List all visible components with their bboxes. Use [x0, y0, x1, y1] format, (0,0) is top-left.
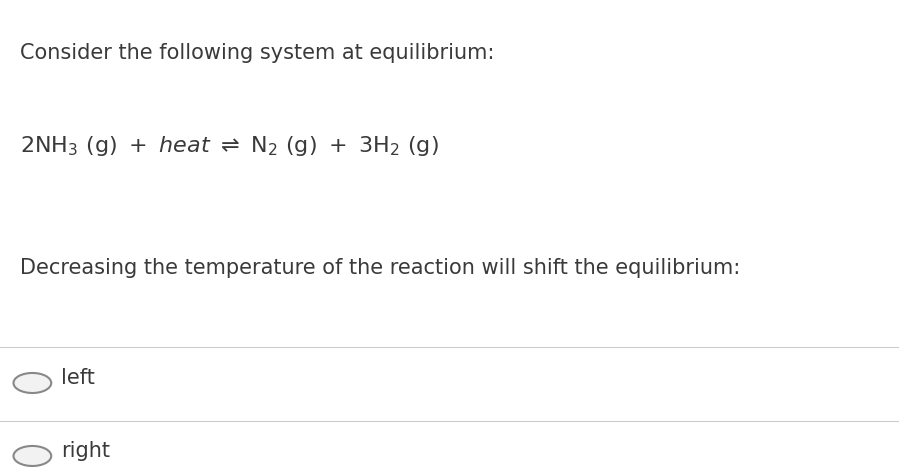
Circle shape: [14, 446, 52, 466]
Text: right: right: [61, 440, 111, 460]
Text: left: left: [61, 367, 95, 387]
Text: Decreasing the temperature of the reaction will shift the equilibrium:: Decreasing the temperature of the reacti…: [19, 257, 740, 277]
Text: Consider the following system at equilibrium:: Consider the following system at equilib…: [19, 43, 495, 63]
Text: $\mathregular{2NH_3\ (g)\ +\ }$$\mathit{heat}$$\ \rightleftharpoons\ $$\mathregu: $\mathregular{2NH_3\ (g)\ +\ }$$\mathit{…: [19, 133, 438, 157]
Circle shape: [14, 373, 52, 393]
